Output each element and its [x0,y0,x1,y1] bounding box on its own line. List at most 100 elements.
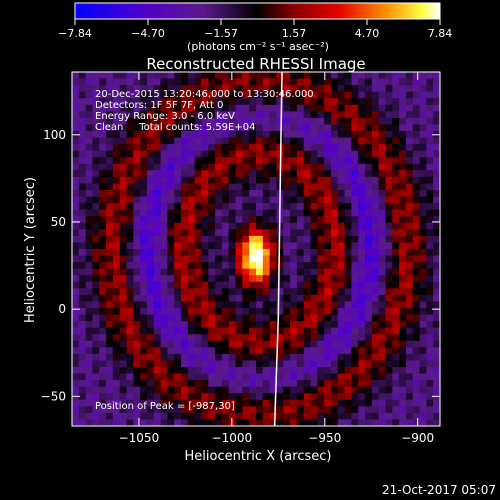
heatmap-cell [133,406,141,414]
heatmap-cell [344,235,352,243]
heatmap-cell [385,419,393,426]
heatmap-cell [324,124,332,132]
heatmap-cell [337,340,345,348]
heatmap-cell [405,216,414,224]
heatmap-cell [92,170,100,178]
heatmap-cell [126,176,134,184]
heatmap-cell [112,268,121,276]
heatmap-cell [419,321,427,329]
heatmap-cell [269,131,277,138]
limb-line [273,71,283,427]
heatmap-cell [262,183,271,191]
heatmap-cell [378,85,386,93]
heatmap-cell [419,268,427,276]
heatmap-cell [201,308,209,315]
heatmap-cell [78,406,87,414]
heatmap-cell [167,144,175,152]
heatmap-cell [167,327,175,335]
heatmap-cell [303,262,311,270]
heatmap-cell [303,406,311,414]
heatmap-cell [296,412,305,420]
heatmap-cell [276,412,284,420]
heatmap-cell [385,275,393,283]
heatmap-cell [106,176,114,184]
heatmap-cell [256,235,264,243]
heatmap-cell [351,91,359,99]
heatmap-cell [112,242,121,250]
heatmap-cell [419,72,427,79]
heatmap-cell [317,131,325,138]
heatmap-cell [72,255,80,263]
heatmap-cell [337,288,345,296]
heatmap-cell [371,393,380,401]
heatmap-cell [378,249,386,256]
heatmap-cell [405,98,414,106]
heatmap-cell [358,176,366,184]
heatmap-cell [99,98,107,106]
heatmap-cell [92,255,100,263]
heatmap-cell [385,412,393,420]
heatmap-cell [330,347,339,355]
heatmap-cell [296,399,305,407]
heatmap-cell [392,111,400,119]
heatmap-cell [399,347,407,355]
heatmap-cell [365,255,373,263]
heatmap-cell [249,419,257,426]
heatmap-cell [126,78,134,86]
heatmap-cell [371,308,380,315]
heatmap-cell [365,367,373,374]
heatmap-cell [140,222,148,230]
heatmap-cell [378,78,386,86]
heatmap-cell [296,321,305,329]
heatmap-cell [290,281,298,289]
heatmap-cell [78,327,87,335]
heatmap-cell [187,249,196,256]
heatmap-cell [85,386,93,394]
heatmap-cell [330,170,339,178]
heatmap-cell [235,72,243,79]
heatmap-cell [153,327,161,335]
heatmap-cell [140,196,148,204]
heatmap-cell [106,321,114,329]
heatmap-cell [119,222,127,230]
heatmap-cell [385,163,393,171]
heatmap-cell [296,353,305,361]
heatmap-cell [426,327,434,335]
heatmap-cell [399,308,407,315]
heatmap-cell [296,294,305,302]
heatmap-cell [235,399,243,407]
heatmap-cell [405,170,414,178]
heatmap-cell [405,242,414,250]
heatmap-cell [126,314,134,322]
heatmap-cell [433,209,440,217]
heatmap-cell [378,104,386,112]
heatmap-cell [399,281,407,289]
heatmap-cell [242,419,250,426]
heatmap-cell [208,216,216,224]
heatmap-cell [426,203,434,211]
heatmap-cell [419,308,427,315]
heatmap-cell [351,157,359,165]
heatmap-cell [371,131,380,138]
heatmap-cell [371,353,380,361]
heatmap-cell [99,360,107,368]
heatmap-cell [85,137,93,145]
heatmap-cell [221,216,230,224]
heatmap-cell [72,190,80,197]
heatmap-cell [283,380,291,388]
heatmap-cell [174,170,182,178]
heatmap-cell [426,321,434,329]
heatmap-cell [92,157,100,165]
colorbar-tick-label: 4.70 [355,27,380,40]
heatmap-cell [310,98,318,106]
heatmap-cell [283,235,291,243]
heatmap-cell [262,380,271,388]
heatmap-cell [310,249,318,256]
heatmap-cell [371,406,380,414]
heatmap-cell [221,288,230,296]
heatmap-cell [378,399,386,407]
heatmap-cell [399,373,407,381]
heatmap-cell [85,321,93,329]
heatmap-cell [324,367,332,374]
heatmap-cell [221,203,230,211]
